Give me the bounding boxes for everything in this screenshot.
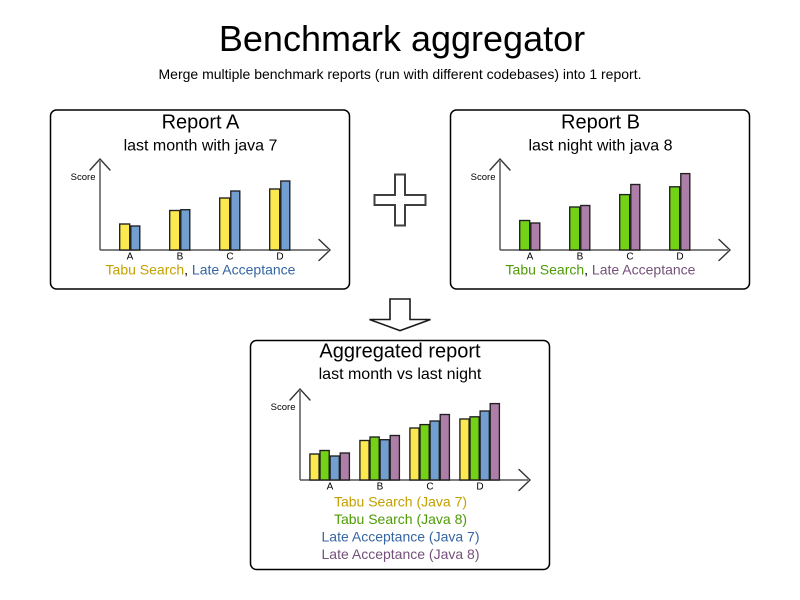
svg-text:Report B: Report B (561, 112, 640, 134)
svg-text:C: C (626, 252, 633, 263)
svg-text:A: A (527, 252, 534, 263)
svg-text:Benchmark aggregator: Benchmark aggregator (219, 18, 585, 59)
svg-text:A: A (127, 252, 134, 263)
svg-text:Tabu Search (Java 7): Tabu Search (Java 7) (334, 494, 467, 510)
svg-text:Score: Score (71, 172, 96, 183)
svg-text:Tabu Search (Java 8): Tabu Search (Java 8) (334, 511, 467, 527)
svg-text:B: B (177, 252, 184, 263)
svg-text:D: D (476, 482, 483, 493)
svg-text:C: C (226, 252, 233, 263)
svg-text:D: D (276, 252, 283, 263)
svg-text:Score: Score (471, 172, 496, 183)
svg-text:C: C (426, 482, 433, 493)
svg-text:Tabu Search, Late Acceptance: Tabu Search, Late Acceptance (506, 262, 696, 278)
svg-text:D: D (676, 252, 683, 263)
svg-text:Merge multiple benchmark repor: Merge multiple benchmark reports (run wi… (159, 66, 642, 82)
svg-text:Tabu Search, Late Acceptance: Tabu Search, Late Acceptance (106, 262, 296, 278)
svg-text:Score: Score (271, 402, 296, 413)
svg-text:A: A (327, 482, 334, 493)
svg-text:last night with java 8: last night with java 8 (528, 137, 672, 154)
svg-text:Late Acceptance (Java 7): Late Acceptance (Java 7) (322, 529, 480, 545)
svg-text:Report A: Report A (162, 112, 240, 134)
svg-text:B: B (577, 252, 584, 263)
svg-text:B: B (377, 482, 384, 493)
svg-text:Aggregated report: Aggregated report (319, 341, 481, 363)
svg-text:Late Acceptance (Java 8): Late Acceptance (Java 8) (322, 546, 480, 562)
svg-text:last month with java 7: last month with java 7 (124, 137, 278, 154)
svg-text:last month vs last night: last month vs last night (319, 366, 482, 383)
